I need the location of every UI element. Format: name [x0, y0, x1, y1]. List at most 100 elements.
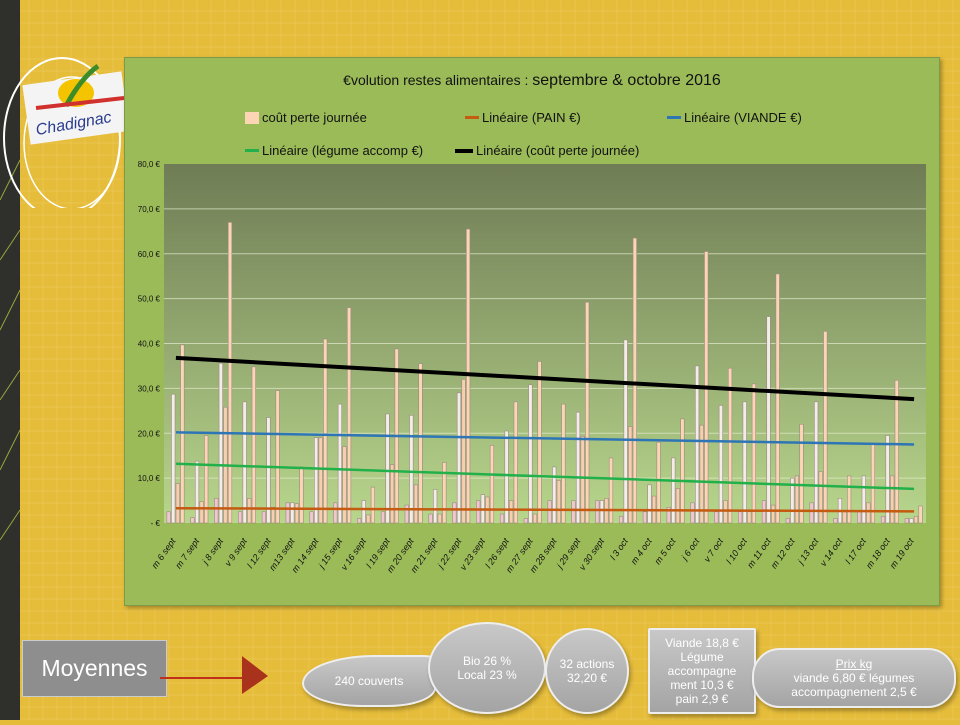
bar-0: [618, 515, 624, 524]
bar-0: [833, 518, 838, 524]
bar-3: [299, 466, 304, 524]
bar-2: [556, 480, 561, 524]
x-tick-label: m 7 sept: [173, 536, 201, 570]
bar-0: [237, 511, 243, 524]
bar-1: [218, 362, 223, 524]
bar-2: [247, 498, 252, 524]
trendline-0: [175, 506, 915, 513]
bar-3: [918, 505, 923, 524]
legend-swatch: [245, 111, 259, 124]
bar-1: [266, 417, 271, 524]
bar-0: [166, 511, 171, 524]
bar-1: [575, 411, 581, 524]
bar-1: [552, 466, 557, 524]
bar-2: [699, 424, 704, 524]
bar-0: [214, 498, 219, 524]
bar-1: [504, 430, 509, 524]
x-tick-label: v 16 sept: [339, 536, 368, 572]
bar-2: [675, 488, 680, 524]
x-tick-label: l 17 oct: [843, 536, 868, 566]
bar-0: [785, 518, 790, 524]
bar-1: [885, 435, 890, 524]
bar-3: [323, 338, 328, 524]
chart-panel: €volution restes alimentaires : septembr…: [124, 57, 940, 606]
legend-item-viande: Linéaire (VIANDE €): [667, 110, 802, 125]
bar-1: [385, 413, 390, 524]
bar-0: [428, 513, 433, 524]
legend-item-pain: Linéaire (PAIN €): [465, 110, 581, 125]
bar-3: [585, 301, 590, 524]
bar-3: [489, 445, 495, 524]
bar-2: [366, 514, 371, 524]
trendline-1: [175, 431, 915, 446]
bar-0: [666, 506, 671, 524]
chart-svg: - € 10,0 € 20,0 € 30,0 € 40,0 € 50,0 € 60,0 € 7…: [138, 160, 926, 575]
bar-2: [461, 379, 466, 524]
trendline-2: [175, 462, 915, 491]
actions-bubble: 32 actions 32,20 €: [545, 628, 629, 714]
bar-2: [747, 511, 752, 524]
bar-3: [656, 441, 661, 524]
bar-0: [190, 517, 195, 524]
bar-0: [285, 502, 290, 524]
bar-1: [314, 437, 319, 524]
legend-item-legume: Linéaire (légume accomp €): [245, 143, 423, 158]
bar-0: [523, 518, 528, 524]
y-tick-label: 70,0 €: [138, 205, 161, 214]
trendline-3: [175, 355, 915, 402]
x-tick-label: v 23 sept: [458, 536, 487, 572]
bar-1: [766, 316, 771, 524]
bar-0: [857, 511, 862, 524]
y-tick-label: 50,0 €: [138, 295, 161, 304]
legend-item-cout: coût perte journée: [245, 110, 367, 125]
y-tick-label: 80,0 €: [138, 160, 161, 169]
bar-1: [742, 401, 747, 524]
bar-3: [632, 237, 637, 524]
x-tick-label: v 14 oct: [818, 536, 845, 568]
bar-2: [628, 426, 633, 524]
arrow-right-icon: [160, 656, 268, 694]
bar-0: [404, 504, 409, 524]
bar-1: [647, 484, 652, 524]
bar-2: [294, 503, 299, 524]
bar-3: [370, 486, 375, 524]
chadignac-logo: Chadignac: [0, 38, 136, 219]
moyennes-label: Moyennes: [22, 640, 167, 697]
bar-1: [599, 500, 604, 524]
bar-2: [390, 464, 395, 524]
bar-0: [499, 513, 505, 524]
x-tick-label: m 19 oct: [888, 536, 916, 570]
bio-local-bubble: Bio 26 % Local 23 %: [428, 622, 546, 714]
bar-3: [418, 363, 423, 524]
bar-3: [727, 367, 733, 524]
bar-0: [261, 511, 266, 524]
bar-3: [537, 361, 542, 524]
bar-2: [866, 502, 871, 524]
bar-2: [818, 471, 823, 524]
bar-1: [671, 457, 676, 524]
x-tick-label: l 10 oct: [724, 536, 749, 566]
bar-1: [337, 403, 343, 524]
bar-0: [642, 511, 647, 524]
bar-1: [242, 401, 247, 524]
bar-2: [509, 500, 514, 524]
bar-1: [695, 365, 700, 524]
bar-3: [180, 344, 185, 524]
bar-2: [199, 501, 204, 524]
bar-1: [718, 405, 724, 524]
bar-2: [913, 515, 919, 524]
bar-3: [204, 435, 209, 524]
bar-0: [714, 511, 719, 524]
bar-0: [452, 502, 457, 524]
bar-1: [909, 518, 914, 524]
legend-swatch: [667, 116, 681, 119]
bar-0: [476, 500, 481, 524]
bar-1: [194, 460, 200, 524]
bar-3: [799, 423, 804, 524]
bar-3: [847, 475, 852, 524]
bar-0: [738, 511, 743, 524]
x-tick-label: m 5 oct: [652, 536, 677, 566]
bar-1: [814, 401, 819, 524]
bar-1: [623, 339, 628, 524]
bar-3: [442, 462, 447, 524]
